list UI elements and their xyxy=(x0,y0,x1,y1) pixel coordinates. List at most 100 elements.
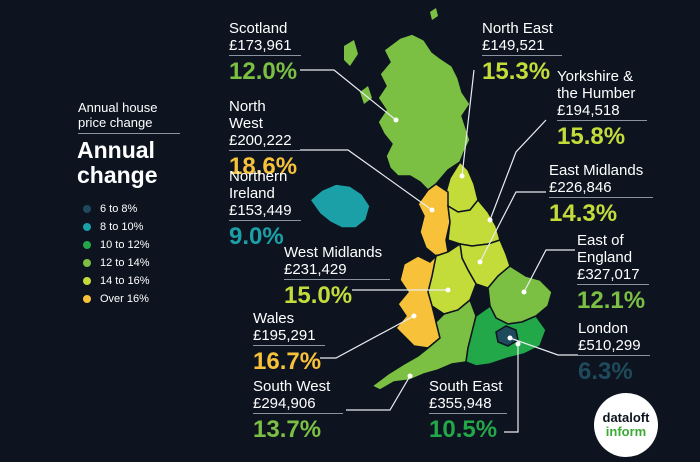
legend-swatch-icon xyxy=(83,295,91,303)
region-name: Scotland xyxy=(229,20,288,37)
legend-item: 12 to 14% xyxy=(83,254,150,272)
yorkshire-label: Yorkshire & the Humber £194,518 15.8% xyxy=(557,68,647,151)
region-change: 13.7% xyxy=(253,416,322,443)
region-name: South East xyxy=(429,378,503,395)
region-name: South West xyxy=(253,378,331,395)
legend-item: 10 to 12% xyxy=(83,236,150,254)
london-leader xyxy=(509,337,578,356)
northern-ireland-label: Northern Ireland £153,449 9.0% xyxy=(229,168,301,251)
london-region xyxy=(495,325,519,347)
logo-line1: dataloft xyxy=(602,410,650,425)
south-west-dot xyxy=(407,373,413,379)
region-change: 12.0% xyxy=(229,58,298,85)
label-divider xyxy=(253,413,343,414)
south-east-dot xyxy=(515,341,521,347)
south-west-leader xyxy=(346,375,411,411)
legend-item-label: 12 to 14% xyxy=(100,257,150,269)
legend-swatch-icon xyxy=(83,223,91,231)
region-price: £173,961 xyxy=(229,37,292,54)
region-change: 15.8% xyxy=(557,123,626,150)
wales-leader xyxy=(320,315,415,359)
north-west-dot xyxy=(429,207,435,213)
label-divider xyxy=(229,150,301,151)
yorkshire-leader xyxy=(489,119,547,221)
region-name-line1: Northern xyxy=(229,168,288,185)
east-of-england-label: East of England £327,017 12.1% xyxy=(577,232,649,315)
scotland-isles-3 xyxy=(430,8,438,20)
legend-subtitle: Annual house price change xyxy=(78,100,158,130)
logo-line2: inform xyxy=(605,424,647,439)
region-name: East Midlands xyxy=(549,162,644,179)
north-east-dot xyxy=(459,173,465,179)
north-east-label: North East £149,521 15.3% xyxy=(482,20,562,86)
dataloft-inform-logo: dataloft inform xyxy=(594,393,658,457)
legend-item: 8 to 10% xyxy=(83,218,150,236)
region-price: £327,017 xyxy=(577,266,640,283)
region-change: 15.3% xyxy=(482,58,551,85)
legend-swatch-icon xyxy=(83,259,91,267)
east-of-england-dot xyxy=(521,289,527,295)
legend-item-label: 14 to 16% xyxy=(100,275,150,287)
region-name-line2: England xyxy=(577,249,633,266)
label-divider xyxy=(229,220,301,221)
london-dot xyxy=(507,335,513,341)
south-west-region xyxy=(370,298,477,391)
south-west-label: South West £294,906 13.7% xyxy=(253,378,343,444)
north-west-region xyxy=(417,183,451,257)
region-name-line1: East of xyxy=(577,232,624,249)
east-of-england-leader xyxy=(523,249,575,293)
label-divider xyxy=(482,55,562,56)
label-divider xyxy=(429,413,507,414)
london-label: London £510,299 6.3% xyxy=(578,320,650,386)
north-west-leader xyxy=(300,149,433,211)
region-name-line2: Ireland xyxy=(229,185,275,202)
east-midlands-dot xyxy=(477,259,483,265)
west-midlands-dot xyxy=(445,287,451,293)
scotland-isles xyxy=(344,40,358,66)
wales-dot xyxy=(411,313,417,319)
legend-item-label: 8 to 10% xyxy=(100,221,144,233)
scotland-region xyxy=(377,33,471,191)
south-east-label: South East £355,948 10.5% xyxy=(429,378,507,444)
label-divider xyxy=(229,55,301,56)
legend-item: Over 16% xyxy=(83,290,150,308)
region-change: 16.7% xyxy=(253,348,322,375)
region-change: 12.1% xyxy=(577,287,646,314)
west-midlands-label: West Midlands £231,429 15.0% xyxy=(284,244,390,310)
region-price: £194,518 xyxy=(557,102,620,119)
region-change: 15.0% xyxy=(284,282,353,309)
region-price: £510,299 xyxy=(578,337,641,354)
legend-divider xyxy=(78,133,180,134)
region-change: 6.3% xyxy=(578,358,633,385)
scotland-leader xyxy=(300,69,397,121)
region-name-line2: the Humber xyxy=(557,85,636,102)
label-divider xyxy=(253,345,325,346)
legend-item: 6 to 8% xyxy=(83,200,150,218)
scotland-label: Scotland £173,961 12.0% xyxy=(229,20,301,86)
region-name: Wales xyxy=(253,310,295,327)
legend-swatch-icon xyxy=(83,277,91,285)
northern-ireland-region xyxy=(308,183,371,229)
yorkshire-dot xyxy=(487,217,493,223)
north-west-label: North West £200,222 18.6% xyxy=(229,98,301,181)
wales-label: Wales £195,291 16.7% xyxy=(253,310,325,376)
region-name-line1: Yorkshire & xyxy=(557,68,634,85)
scotland-isles-2 xyxy=(360,86,372,104)
north-east-leader xyxy=(461,69,475,177)
region-change: 14.3% xyxy=(549,200,618,227)
legend-title: Annual change xyxy=(77,137,158,188)
label-divider xyxy=(557,120,647,121)
region-price: £149,521 xyxy=(482,37,545,54)
region-price: £195,291 xyxy=(253,327,316,344)
legend-item-label: 10 to 12% xyxy=(100,239,150,251)
region-name: West Midlands xyxy=(284,244,383,261)
region-name: North East xyxy=(482,20,553,37)
region-change: 18.6% xyxy=(229,153,298,180)
label-divider xyxy=(577,284,649,285)
legend-item: 14 to 16% xyxy=(83,272,150,290)
legend-swatch-icon xyxy=(83,241,91,249)
region-change: 10.5% xyxy=(429,416,498,443)
region-name: London xyxy=(578,320,629,337)
